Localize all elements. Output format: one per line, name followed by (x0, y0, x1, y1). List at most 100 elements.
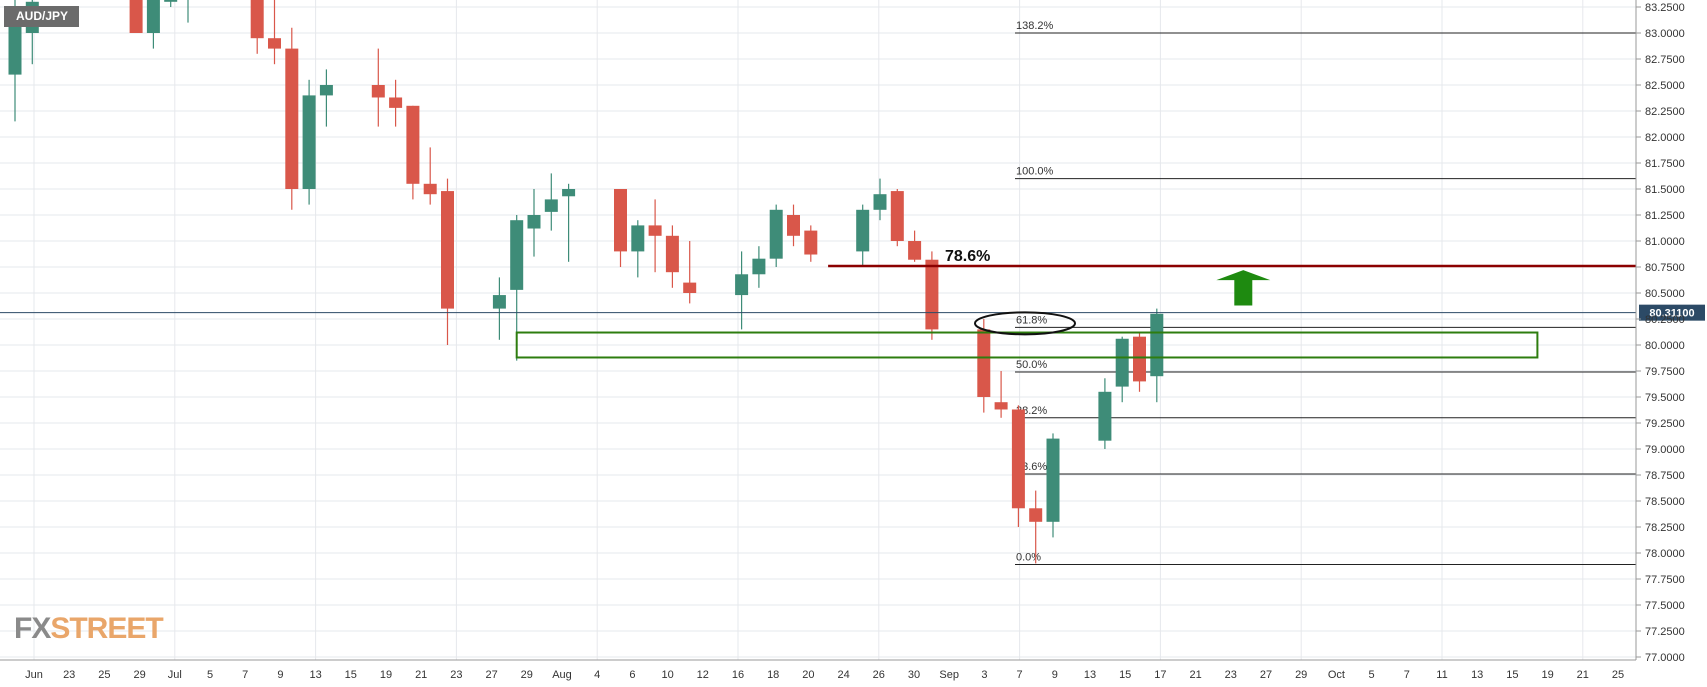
resistance-label: 78.6% (945, 248, 990, 265)
fib-level-label: 0.0% (1016, 551, 1041, 563)
date-tick-label: Aug (552, 669, 572, 681)
candle-body (1011, 409, 1025, 509)
date-tick-label: 29 (521, 669, 533, 681)
candle-body (268, 38, 281, 49)
candle-body (250, 0, 264, 39)
date-tick-label: 7 (1404, 669, 1410, 681)
date-tick-label: 16 (732, 669, 744, 681)
price-tick-label: 80.7500 (1645, 262, 1685, 274)
date-tick-label: 26 (873, 669, 885, 681)
candle-body (562, 189, 576, 197)
date-tick-label: 7 (242, 669, 248, 681)
candle-body (1115, 338, 1129, 387)
date-tick-label: 4 (594, 669, 600, 681)
date-tick-label: 10 (661, 669, 673, 681)
date-tick-label: 20 (802, 669, 814, 681)
date-tick-label: 21 (1577, 669, 1589, 681)
date-tick-label: 27 (1260, 669, 1272, 681)
candle-body (752, 258, 766, 275)
price-tick-label: 82.5000 (1645, 80, 1685, 92)
date-tick-label: 12 (697, 669, 709, 681)
fib-level-label: 61.8% (1016, 314, 1047, 326)
date-tick-label: 29 (1295, 669, 1307, 681)
fxstreet-logo: FXSTREET (14, 612, 164, 646)
candle-body (527, 215, 541, 229)
candle-body (683, 282, 697, 293)
date-tick-label: 11 (1436, 669, 1447, 681)
candle-body (371, 85, 385, 98)
price-tick-label: 79.5000 (1645, 392, 1685, 404)
fibonacci-levels: 138.2%100.0%61.8%50.0%38.2%23.6%0.0% (1015, 20, 1636, 565)
price-tick-label: 79.2500 (1645, 418, 1685, 430)
candle-body (146, 0, 160, 34)
price-tick-label: 77.0000 (1645, 652, 1685, 664)
price-tick-label: 82.0000 (1645, 132, 1685, 144)
logo-fx: FX (14, 612, 51, 645)
price-tick-label: 77.2500 (1645, 626, 1685, 638)
date-tick-label: Jun (25, 669, 43, 681)
date-axis: Jun 23 25 29 Jul 5 7 9 13 15 19 21 23 27 29 Aug 4 6 10 12 16… (0, 659, 1636, 681)
date-tick-label: 13 (1471, 669, 1483, 681)
date-tick-label: 15 (1506, 669, 1518, 681)
price-tick-label: 80.0000 (1645, 340, 1685, 352)
date-tick-label: 25 (1612, 669, 1624, 681)
date-tick-label: 23 (63, 669, 75, 681)
price-tick-label: 83.0000 (1645, 28, 1685, 40)
candle-body (1046, 438, 1060, 522)
price-tick-label: 81.5000 (1645, 184, 1685, 196)
candle-body (1029, 508, 1043, 522)
date-tick-label: 13 (309, 669, 321, 681)
date-tick-label: 19 (1541, 669, 1553, 681)
date-tick-label: 19 (380, 669, 392, 681)
up-arrow (1216, 270, 1271, 306)
last-price-label: 80.31100 (1649, 308, 1694, 320)
date-tick-label: 25 (98, 669, 110, 681)
date-tick-label: 21 (415, 669, 427, 681)
candle-body (925, 259, 939, 330)
candle-body (319, 85, 333, 96)
candles (8, 0, 1164, 564)
price-tick-label: 79.0000 (1645, 444, 1685, 456)
candle-body (406, 105, 420, 184)
date-tick-label: 9 (277, 669, 283, 681)
price-tick-label: 81.0000 (1645, 236, 1685, 248)
candle-body (856, 209, 870, 252)
candle-body (1150, 313, 1164, 377)
candle-body (492, 295, 506, 309)
price-tick-label: 81.2500 (1645, 210, 1685, 222)
candle-body (977, 329, 991, 397)
grid (0, 0, 1636, 660)
date-tick-label: 5 (1369, 669, 1375, 681)
candle-body (302, 95, 316, 189)
fib-level-label: 100.0% (1016, 166, 1054, 178)
date-tick-label: Oct (1328, 669, 1345, 681)
candle-body (1133, 336, 1146, 382)
candle-body (769, 209, 783, 259)
candle-body (164, 0, 178, 2)
price-tick-label: 78.0000 (1645, 548, 1685, 560)
price-tick-label: 80.2500 (1645, 314, 1685, 326)
price-tick-label: 82.7500 (1645, 54, 1685, 66)
price-tick-label: 78.7500 (1645, 470, 1685, 482)
candle-body (1098, 391, 1112, 441)
fib-level-label: 50.0% (1016, 359, 1047, 371)
price-tick-label: 78.5000 (1645, 496, 1685, 508)
fib-level-label: 138.2% (1016, 20, 1054, 32)
price-tick-label: 82.2500 (1645, 106, 1685, 118)
candle-body (423, 183, 437, 195)
price-tick-label: 80.5000 (1645, 288, 1685, 300)
date-tick-label: 23 (450, 669, 462, 681)
date-tick-label: 17 (1154, 669, 1166, 681)
price-tick-label: 81.7500 (1645, 158, 1685, 170)
date-tick-label: 15 (345, 669, 357, 681)
date-tick-label: 15 (1119, 669, 1131, 681)
candle-body (544, 199, 558, 212)
date-tick-label: 23 (1225, 669, 1237, 681)
date-tick-label: 29 (133, 669, 145, 681)
date-tick-label: 7 (1017, 669, 1023, 681)
fib-highlight-ellipse (974, 311, 1076, 336)
candle-body (389, 97, 403, 108)
candle-body (908, 241, 922, 260)
candle-body (285, 48, 299, 189)
